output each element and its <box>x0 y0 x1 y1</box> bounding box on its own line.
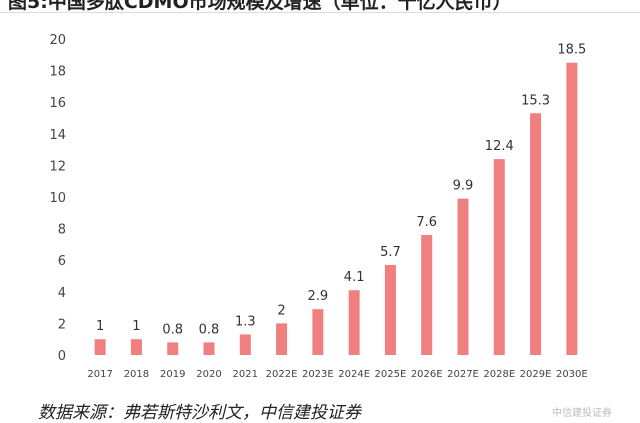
bar-2020 <box>203 342 215 355</box>
y-tick-label: 16 <box>49 96 66 111</box>
y-tick-label: 14 <box>49 128 66 143</box>
x-tick-label: 2026E <box>411 369 443 380</box>
data-label: 5.7 <box>380 245 401 260</box>
data-label: 4.1 <box>344 270 365 285</box>
page-title: 图5:中国多肽CDMO市场规模及增速（单位：十亿人民币） <box>8 0 512 13</box>
data-labels: 1 1 0.8 0.8 1.3 2 2.9 4.1 5.7 7.6 9.9 12.4 15.3 18.5 <box>96 43 586 338</box>
data-label: 2.9 <box>308 289 329 304</box>
x-tick-label: 2024E <box>338 369 370 380</box>
x-tick-label: 2019 <box>160 369 185 380</box>
y-axis-ticks: 0 2 4 6 8 10 12 14 16 18 20 <box>49 33 66 364</box>
bar-2028E <box>493 159 505 355</box>
data-label: 2 <box>277 303 285 318</box>
bar-2022E <box>276 323 288 355</box>
x-tick-label: 2025E <box>375 369 407 380</box>
data-label: 12.4 <box>485 139 514 154</box>
y-tick-label: 0 <box>58 349 66 364</box>
x-tick-label: 2028E <box>483 369 515 380</box>
x-tick-label: 2030E <box>556 369 588 380</box>
bar-2019 <box>167 342 179 355</box>
y-tick-label: 20 <box>49 33 66 48</box>
data-label: 9.9 <box>453 179 474 194</box>
data-label: 7.6 <box>416 215 437 230</box>
bar-chart: 0 2 4 6 8 10 12 14 16 18 20 1 1 0.8 0.8 1.3 2 2.9 4.1 5.7 7… <box>49 33 587 380</box>
data-label: 1 <box>96 319 104 334</box>
bar-2023E <box>312 309 324 355</box>
source-note: 数据来源：弗若斯特沙利文，中信建投证券 <box>38 403 361 423</box>
x-tick-label: 2022E <box>266 369 298 380</box>
y-tick-label: 18 <box>49 65 66 80</box>
data-label: 18.5 <box>557 43 586 58</box>
bar-2027E <box>457 198 469 355</box>
x-axis-ticks: 2017 2018 2019 2020 2021 2022E 2023E 2024E 2025E… <box>87 369 587 380</box>
bar-2021 <box>239 334 251 355</box>
x-tick-label: 2021 <box>233 369 258 380</box>
y-tick-label: 6 <box>58 254 66 269</box>
bar-2029E <box>530 113 542 355</box>
data-label: 0.8 <box>162 322 183 337</box>
y-tick-label: 4 <box>58 286 66 301</box>
x-tick-label: 2020 <box>196 369 221 380</box>
bar-2017 <box>94 339 106 355</box>
bar-2030E <box>566 62 578 355</box>
chart-frame <box>0 12 640 401</box>
x-tick-label: 2023E <box>302 369 334 380</box>
data-label: 1.3 <box>235 314 256 329</box>
x-tick-label: 2029E <box>520 369 552 380</box>
y-tick-label: 12 <box>49 159 66 174</box>
y-tick-label: 10 <box>49 191 66 206</box>
bar-2024E <box>348 290 360 355</box>
bar-2025E <box>384 264 396 355</box>
data-label: 1 <box>132 319 140 334</box>
x-tick-label: 2018 <box>124 369 149 380</box>
data-label: 15.3 <box>521 93 550 108</box>
data-label: 0.8 <box>199 322 220 337</box>
bar-2018 <box>130 339 142 355</box>
bars <box>94 62 578 355</box>
bar-2026E <box>421 234 433 355</box>
y-tick-label: 8 <box>58 223 66 238</box>
y-tick-label: 2 <box>58 317 66 332</box>
x-tick-label: 2017 <box>87 369 112 380</box>
x-tick-label: 2027E <box>447 369 479 380</box>
